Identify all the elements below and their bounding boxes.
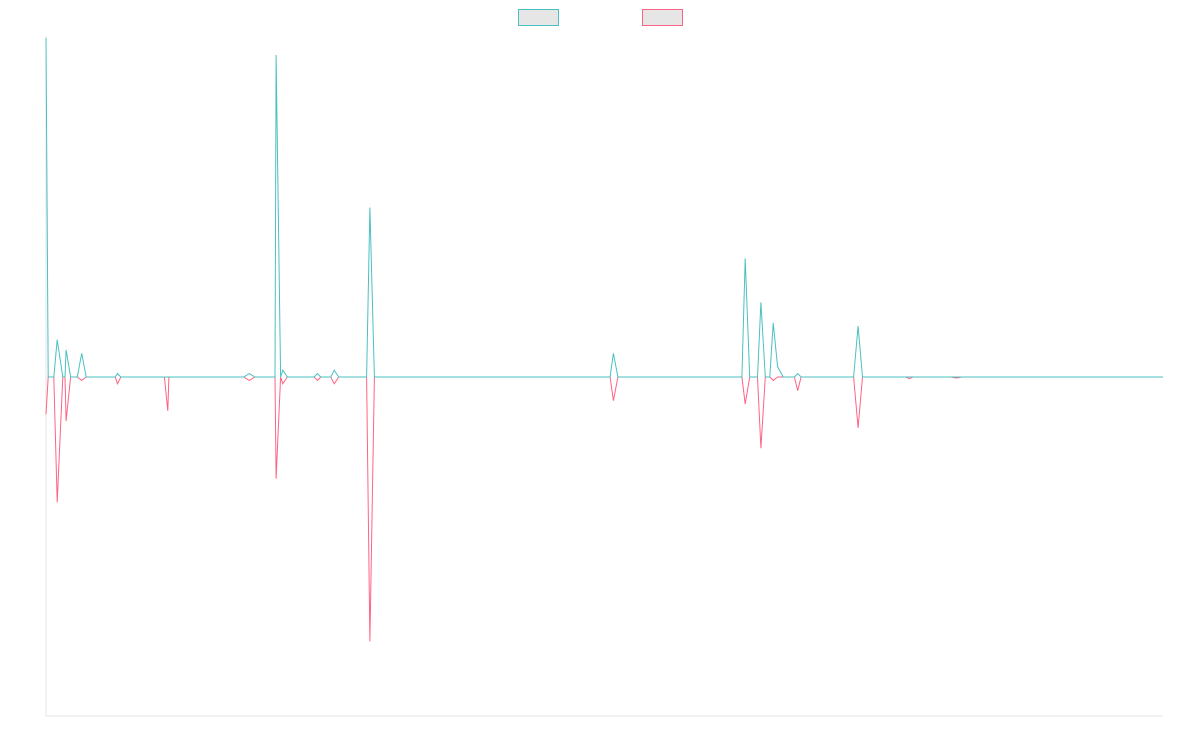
chart-legend[interactable] [518,9,683,26]
legend-swatch-2[interactable] [642,9,683,26]
legend-swatch-1[interactable] [518,9,559,26]
chart-axes [45,36,1163,717]
series-line-1 [45,37,1163,378]
series-layer [45,37,1163,642]
series-line-2 [45,376,1163,642]
